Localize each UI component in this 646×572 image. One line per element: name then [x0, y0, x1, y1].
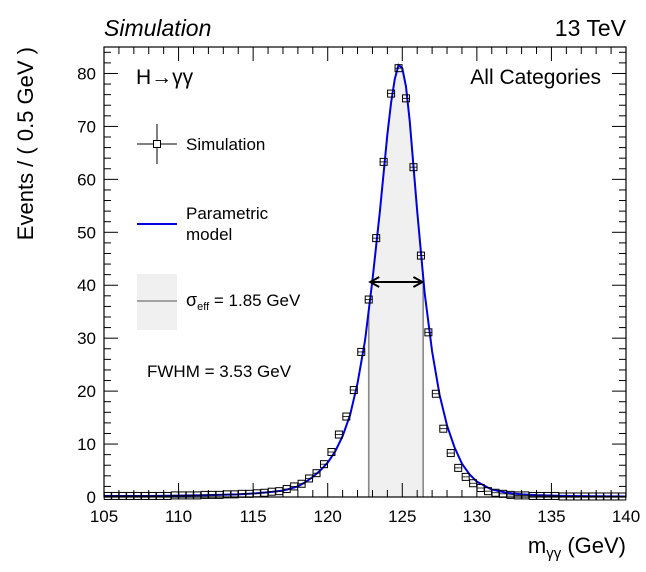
- data-point: [275, 487, 284, 496]
- data-point: [416, 251, 425, 260]
- data-point: [334, 430, 343, 439]
- simulation-points: [103, 64, 627, 501]
- fwhm-arrow: [368, 276, 425, 288]
- data-point: [357, 347, 366, 356]
- data-point: [551, 491, 560, 500]
- data-point: [111, 491, 120, 500]
- data-point: [141, 491, 150, 500]
- y-tick-label: 30: [77, 329, 96, 348]
- y-tick-label: 20: [77, 382, 96, 401]
- plot-frame: [103, 46, 627, 498]
- data-point: [297, 479, 306, 488]
- data-point: [170, 491, 179, 500]
- data-point: [312, 469, 321, 478]
- data-point: [245, 489, 254, 498]
- data-point: [364, 295, 373, 304]
- data-point: [372, 234, 381, 243]
- legend-simulation-label: Simulation: [186, 135, 265, 154]
- data-point: [402, 94, 411, 103]
- x-axis-title-unit: (GeV): [561, 533, 626, 558]
- sigma-eff-band: [367, 65, 424, 497]
- data-point: [118, 491, 127, 500]
- legend-model-label-line2: model: [186, 225, 232, 244]
- x-tick-label: 140: [612, 507, 640, 526]
- y-axis-title: Events / ( 0.5 GeV ): [13, 47, 38, 240]
- x-axis-title-main: m: [528, 533, 546, 558]
- data-point: [148, 491, 157, 500]
- legend-simulation-marker: [153, 140, 161, 148]
- x-tick-label: 125: [388, 507, 416, 526]
- x-axis-title-sub: γγ: [546, 545, 562, 562]
- data-point: [528, 491, 537, 500]
- x-axis-title: mγγ (GeV): [528, 533, 626, 562]
- header-left-label: Simulation: [104, 15, 211, 41]
- data-point: [155, 491, 164, 500]
- data-point: [252, 489, 261, 498]
- legend-sigma-eff: σeff = 1.85 GeV: [137, 274, 301, 330]
- fwhm-label: FWHM = 3.53 GeV: [147, 362, 292, 381]
- data-point: [133, 491, 142, 500]
- x-tick-label: 115: [240, 507, 267, 526]
- data-point: [394, 64, 403, 73]
- data-point: [319, 460, 328, 469]
- data-point: [103, 491, 112, 500]
- data-point: [446, 449, 455, 458]
- header-right-label: 13 TeV: [555, 15, 627, 41]
- data-point: [267, 487, 276, 496]
- y-tick-label: 10: [77, 435, 96, 454]
- x-tick-label: 135: [537, 507, 565, 526]
- x-tick-label: 130: [463, 507, 491, 526]
- process-label: H→γγ: [136, 66, 194, 89]
- data-point: [543, 491, 552, 500]
- data-point: [163, 491, 172, 500]
- data-point: [379, 157, 388, 166]
- legend-model-label-line1: Parametric: [186, 204, 269, 223]
- data-point: [439, 424, 448, 433]
- sigma-symbol: σ: [186, 290, 197, 310]
- data-point: [521, 491, 530, 500]
- x-tick-label: 110: [165, 507, 192, 526]
- data-point: [387, 89, 396, 98]
- data-point: [454, 463, 463, 472]
- sigma-eff-area: [368, 65, 424, 497]
- legend-model: Parametric model: [137, 204, 269, 244]
- data-point: [126, 491, 135, 500]
- x-tick-label: 105: [90, 507, 118, 526]
- data-point: [431, 389, 440, 398]
- y-tick-label: 80: [77, 64, 96, 83]
- legend-sigma-eff-label: σeff = 1.85 GeV: [186, 290, 301, 313]
- legend-simulation: Simulation: [137, 124, 265, 164]
- fwhm-arrow-head-right: [412, 276, 425, 288]
- data-point: [349, 386, 358, 395]
- fwhm-arrow-head-left: [368, 276, 380, 288]
- data-point: [193, 491, 202, 500]
- y-tick-label: 0: [87, 488, 96, 507]
- sigma-subscript: eff: [197, 301, 210, 313]
- y-tick-label: 40: [77, 276, 96, 295]
- data-point: [461, 472, 470, 481]
- sigma-value: = 1.85 GeV: [209, 291, 301, 310]
- y-tick-label: 60: [77, 170, 96, 189]
- data-point: [409, 163, 418, 172]
- data-point: [237, 489, 246, 498]
- data-point: [178, 491, 187, 500]
- data-point: [260, 488, 269, 497]
- y-tick-label: 50: [77, 223, 96, 242]
- data-point: [536, 491, 545, 500]
- y-tick-label: 70: [77, 117, 96, 136]
- categories-label: All Categories: [470, 66, 601, 89]
- data-point: [305, 474, 314, 483]
- data-point: [185, 491, 194, 500]
- data-point: [282, 485, 291, 494]
- x-axis: 105 110 115 120 125 130 135 140: [90, 47, 640, 526]
- model-line: [104, 63, 627, 498]
- parametric-model-curve: [104, 63, 627, 498]
- data-point: [327, 448, 336, 456]
- legend-sigma-eff-box: [137, 274, 177, 330]
- data-point: [342, 412, 351, 421]
- data-point: [424, 328, 433, 337]
- y-axis: 0 10 20 30 40 50 60 70 80: [77, 51, 626, 507]
- x-tick-label: 120: [314, 507, 342, 526]
